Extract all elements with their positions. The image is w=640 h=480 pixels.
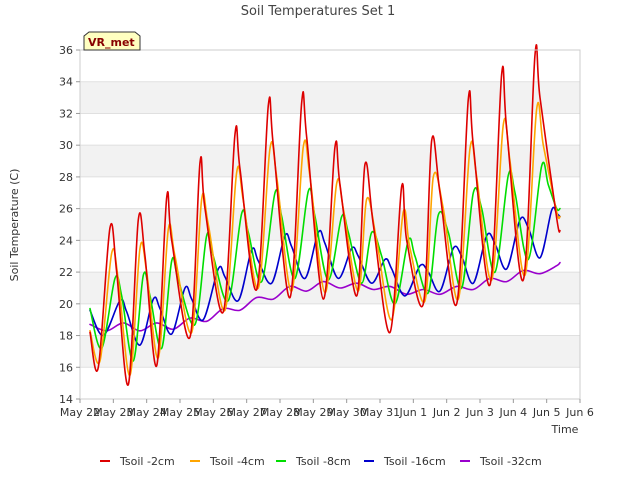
legend-label: Tsoil -32cm xyxy=(479,455,542,468)
series-line-tsoil-8cm xyxy=(89,161,561,362)
x-tick-label: Jun 1 xyxy=(398,406,427,419)
plot-band xyxy=(80,145,580,177)
x-tick-label: May 26 xyxy=(193,406,233,419)
plot-band xyxy=(80,367,580,399)
x-tick-label: May 24 xyxy=(127,406,167,419)
x-tick-label: Jun 3 xyxy=(465,406,494,419)
legend-label: Tsoil -8cm xyxy=(295,455,351,468)
legend: Tsoil -2cm Tsoil -4cm Tsoil -8cm Tsoil -16c… xyxy=(100,455,542,468)
legend-label: Tsoil -2cm xyxy=(119,455,175,468)
x-tick-label: May 23 xyxy=(93,406,133,419)
x-tick-label: May 27 xyxy=(227,406,267,419)
legend-label: Tsoil -16cm xyxy=(383,455,446,468)
y-axis: 14 16 18 20 22 24 26 28 30 32 34 36 xyxy=(59,44,80,406)
y-tick-label: 34 xyxy=(59,76,73,89)
legend-label: Tsoil -4cm xyxy=(209,455,265,468)
y-tick-label: 14 xyxy=(59,393,73,406)
series-line-tsoil-4cm xyxy=(89,101,561,377)
y-tick-label: 26 xyxy=(59,203,73,216)
station-badge-label: VR_met xyxy=(88,36,135,49)
x-tick-label: Jun 6 xyxy=(565,406,594,419)
plot-frame xyxy=(79,49,581,400)
x-tick-label: May 31 xyxy=(360,406,400,419)
x-tick-label: Jun 4 xyxy=(498,406,527,419)
chart-title: Soil Temperatures Set 1 xyxy=(241,4,396,19)
y-tick-label: 18 xyxy=(59,330,73,343)
y-tick-label: 32 xyxy=(59,107,73,120)
y-tick-label: 28 xyxy=(59,171,73,184)
x-tick-label: May 28 xyxy=(260,406,300,419)
x-tick-label: May 30 xyxy=(327,406,367,419)
x-tick-label: May 22 xyxy=(60,406,100,419)
x-tick-label: May 25 xyxy=(160,406,200,419)
plot-band xyxy=(80,113,580,146)
y-tick-label: 22 xyxy=(59,266,73,279)
series-line-tsoil-2cm xyxy=(89,44,561,386)
plot-band xyxy=(80,50,580,82)
x-tick-label: Jun 2 xyxy=(432,406,461,419)
x-tick-label: May 29 xyxy=(293,406,333,419)
y-tick-label: 16 xyxy=(59,361,73,374)
station-badge-box xyxy=(83,31,141,51)
plot-bands xyxy=(80,50,580,399)
y-axis-label: Soil Temperature (C) xyxy=(8,169,21,282)
y-tick-label: 30 xyxy=(59,139,73,152)
plot-band xyxy=(80,81,580,114)
x-tick-label: Jun 5 xyxy=(532,406,561,419)
y-tick-label: 24 xyxy=(59,234,73,247)
plot-band xyxy=(80,303,580,336)
y-tick-label: 20 xyxy=(59,298,73,311)
x-axis-label: Time xyxy=(551,423,579,436)
station-badge: VR_met xyxy=(83,31,141,51)
series-layer xyxy=(89,44,561,386)
y-tick-label: 36 xyxy=(59,44,73,57)
